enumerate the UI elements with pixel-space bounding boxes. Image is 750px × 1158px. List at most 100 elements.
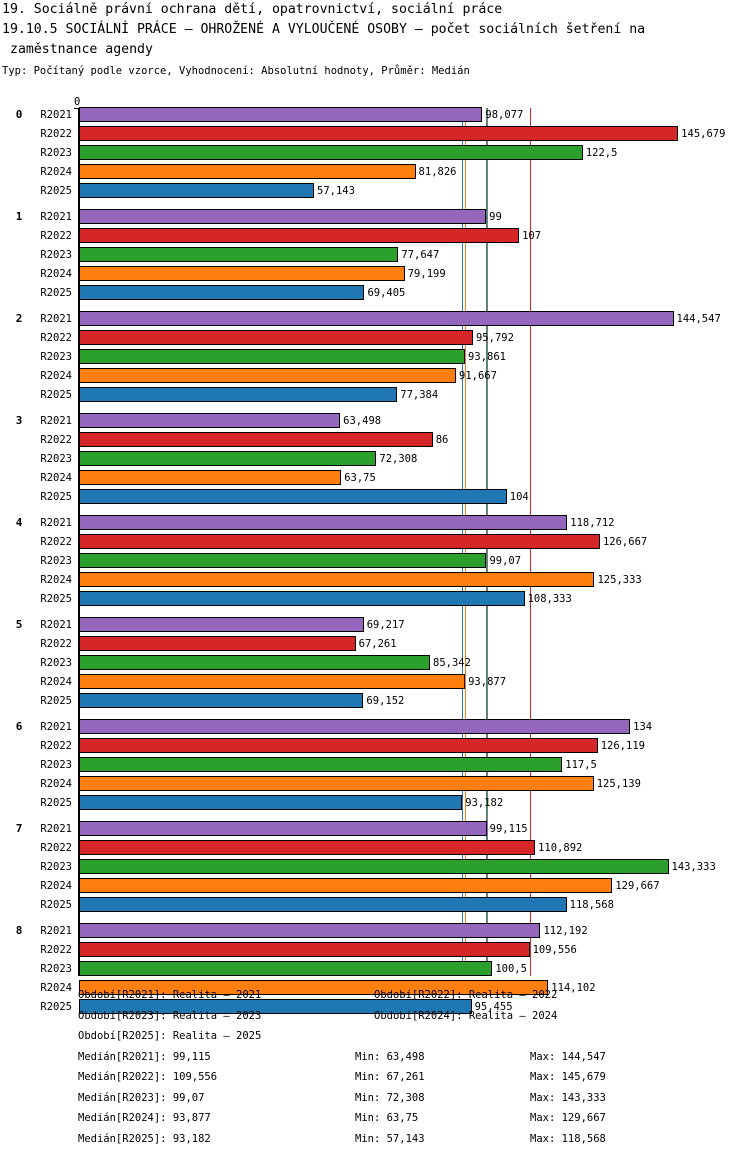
bar-r2021[interactable] [79,515,568,530]
bar-r2022[interactable] [79,329,473,345]
bar-r2023[interactable] [79,450,377,466]
group-index-label: 2 [15,312,23,325]
bar-r2023[interactable] [79,756,563,772]
bar-value-label: 57,143 [317,184,355,197]
bar-value-label: 93,877 [468,675,507,688]
bar-row: R2025 95,455 [0,998,750,1016]
bar-r2023[interactable] [79,552,487,568]
stat-min: Min: 63,75 [355,1112,419,1124]
group-index-label: 7 [15,822,23,835]
bar-row-label-r2022: R2022 [40,739,72,752]
bar-row-label-r2025: R2025 [40,1000,72,1013]
bar-r2024[interactable] [79,979,549,995]
bar-row-label-r2021: R2021 [40,415,72,427]
bar-r2025[interactable] [79,692,364,708]
bar-r2024[interactable] [79,673,466,689]
bar-value-label: 99 [489,211,502,223]
bar-r2022[interactable] [79,431,433,447]
bar-row: R2025 69,405 [0,284,750,302]
bar-row-label-r2024: R2024 [40,471,72,484]
bar-value-label: 118,568 [569,898,614,911]
bar-row: R2023 122,5 [0,144,750,162]
stat-median: Medián[R2023]: 99,07 [78,1091,205,1104]
bar-row-label-r2021: R2021 [40,109,72,121]
bar-r2024[interactable] [79,469,342,485]
bar-r2025[interactable] [79,896,567,912]
bar-r2022[interactable] [79,125,679,141]
bar-value-label: 144,547 [676,313,721,325]
bar-row: R2022 67,261 [0,635,750,653]
axis-zero-label: 0 [74,96,81,108]
bar-r2022[interactable] [79,227,520,243]
bar-row: R2025 118,568 [0,896,750,914]
bar-r2022[interactable] [79,737,598,753]
bar-r2022[interactable] [79,635,356,651]
bar-r2025[interactable] [79,488,507,504]
bar-row: R2023 99,07 [0,552,750,570]
bar-value-label: 63,498 [343,415,382,427]
bar-r2025[interactable] [79,182,315,198]
bar-r2023[interactable] [79,654,430,670]
bar-row: R2024 129,667 [0,877,750,895]
stat-max: Max: 144,547 [530,1050,606,1063]
bar-row: R2022 126,667 [0,533,750,551]
bar-row: R2021 98,077 [0,106,750,124]
bar-row: R2025 57,143 [0,182,750,200]
bar-group: 1 R2021 99 R2022 107 R2023 77,647 R2024 79,199 R2… [0,208,750,303]
legend-stats-row: Medián[R2022]: 109,556 Min: 67,261 Max: 14… [0,1070,750,1091]
bar-row-label-r2022: R2022 [40,535,72,548]
bar-r2022[interactable] [79,533,600,549]
bar-value-label: 93,861 [468,350,506,363]
bar-r2021[interactable] [79,923,541,938]
bar-r2021[interactable] [79,413,341,428]
legend-period-entry: Období[R2025]: Realita – 2025 [78,1030,262,1042]
bar-row-label-r2023: R2023 [40,860,72,873]
bar-row-label-r2024: R2024 [40,879,72,892]
bar-r2025[interactable] [79,794,463,810]
bar-r2022[interactable] [79,839,536,855]
bar-r2024[interactable] [79,163,416,179]
bar-value-label: 145,679 [681,127,726,140]
bar-row: R2023 117,5 [0,756,750,774]
bar-row-label-r2021: R2021 [40,721,72,733]
bar-r2024[interactable] [79,367,457,383]
bar-row: R2024 81,826 [0,163,750,181]
legend-period-row: Období[R2023]: Realita – 2023 Období[R202… [0,1009,750,1030]
legend-period-row: Období[R2021]: Realita – 2021 Období[R202… [0,988,750,1009]
bar-r2024[interactable] [79,877,613,893]
bar-r2021[interactable] [79,719,631,734]
title-line-1: 19. Sociálně právní ochrana dětí, opatro… [2,2,503,17]
bar-r2023[interactable] [79,144,583,160]
bar-r2024[interactable] [79,265,405,281]
bar-r2021[interactable] [79,209,487,224]
bar-row: R2024 125,333 [0,571,750,589]
bar-r2024[interactable] [79,571,595,587]
bar-r2022[interactable] [79,941,530,957]
bar-value-label: 72,308 [379,452,418,465]
bar-r2021[interactable] [79,311,674,326]
bar-value-label: 134 [633,721,653,733]
bar-r2024[interactable] [79,775,594,791]
bar-row-label-r2021: R2021 [40,313,72,325]
bar-value-label: 126,667 [602,535,648,548]
bar-value-label: 112,192 [543,925,588,937]
bar-group: 0 R2021 98,077 R2022 145,679 R2023 122,5 R2024 8… [0,106,750,201]
bar-row: R2022 126,119 [0,737,750,755]
bar-r2025[interactable] [79,284,365,300]
bar-r2021[interactable] [79,107,483,122]
bar-r2023[interactable] [79,348,466,364]
bar-r2023[interactable] [79,858,669,874]
bar-r2021[interactable] [79,617,364,632]
bar-r2025[interactable] [79,998,472,1014]
bar-r2025[interactable] [79,386,398,402]
bar-row-label-r2021: R2021 [40,211,72,223]
bar-row: R2022 110,892 [0,839,750,857]
bar-r2025[interactable] [79,590,525,606]
stat-max: Max: 143,333 [530,1091,606,1104]
bar-r2023[interactable] [79,246,399,262]
bar-r2021[interactable] [79,821,487,836]
bar-r2023[interactable] [79,960,493,976]
bar-value-label: 86 [435,433,449,446]
legend-period-row: Období[R2025]: Realita – 2025 [0,1029,750,1050]
bar-row: R2021 134 [0,718,750,736]
